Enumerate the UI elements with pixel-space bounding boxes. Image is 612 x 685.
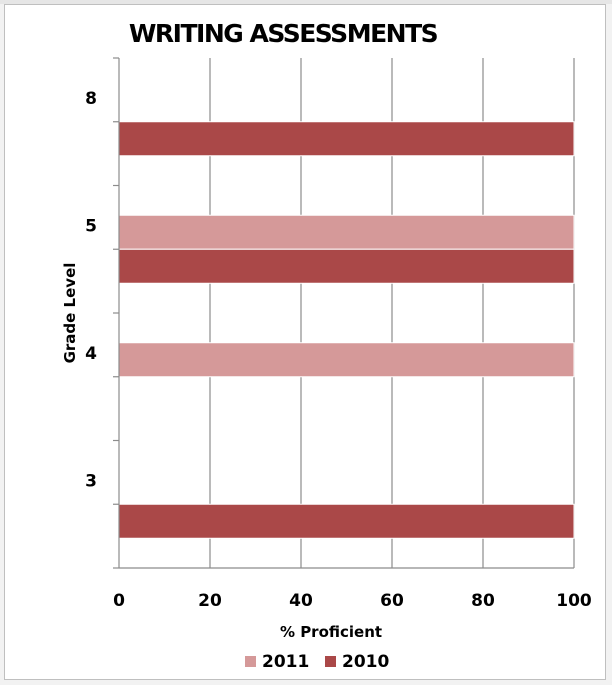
legend-label-2011: 2011 bbox=[262, 652, 309, 672]
bar-2010-grade-5 bbox=[118, 248, 575, 284]
y-axis-title: Grade Level bbox=[61, 263, 79, 364]
bar-2010-grade-3 bbox=[118, 503, 575, 539]
y-tick-labels: 3 4 5 8 bbox=[85, 89, 97, 492]
y-tick-label-8: 8 bbox=[85, 89, 97, 109]
y-tick-label-3: 3 bbox=[85, 471, 97, 491]
bar-2010-grade-8 bbox=[118, 121, 575, 157]
y-tick-label-4: 4 bbox=[85, 344, 97, 364]
window-top-edge bbox=[0, 0, 612, 4]
bar-2011-grade-4 bbox=[118, 342, 575, 378]
chart-title: WRITING ASSESSMENTS bbox=[129, 19, 438, 48]
x-tick-label-20: 20 bbox=[198, 591, 222, 611]
y-tick-label-5: 5 bbox=[85, 216, 97, 236]
legend-label-2010: 2010 bbox=[342, 652, 389, 672]
legend-swatch-2010 bbox=[325, 656, 336, 667]
axes bbox=[113, 57, 574, 569]
x-tick-labels: 0 20 40 60 80 100 bbox=[113, 591, 592, 611]
legend-swatch-2011 bbox=[245, 656, 256, 667]
x-tick-label-100: 100 bbox=[556, 591, 592, 611]
x-axis-title: % Proficient bbox=[280, 623, 382, 641]
bar-2011-grade-5 bbox=[118, 214, 575, 250]
chart-frame bbox=[4, 4, 606, 680]
bars bbox=[118, 121, 575, 539]
legend: 2011 2010 bbox=[245, 652, 389, 672]
x-tick-label-40: 40 bbox=[289, 591, 313, 611]
x-tick-label-80: 80 bbox=[471, 591, 495, 611]
x-tick-label-0: 0 bbox=[113, 591, 125, 611]
x-tick-label-60: 60 bbox=[380, 591, 404, 611]
